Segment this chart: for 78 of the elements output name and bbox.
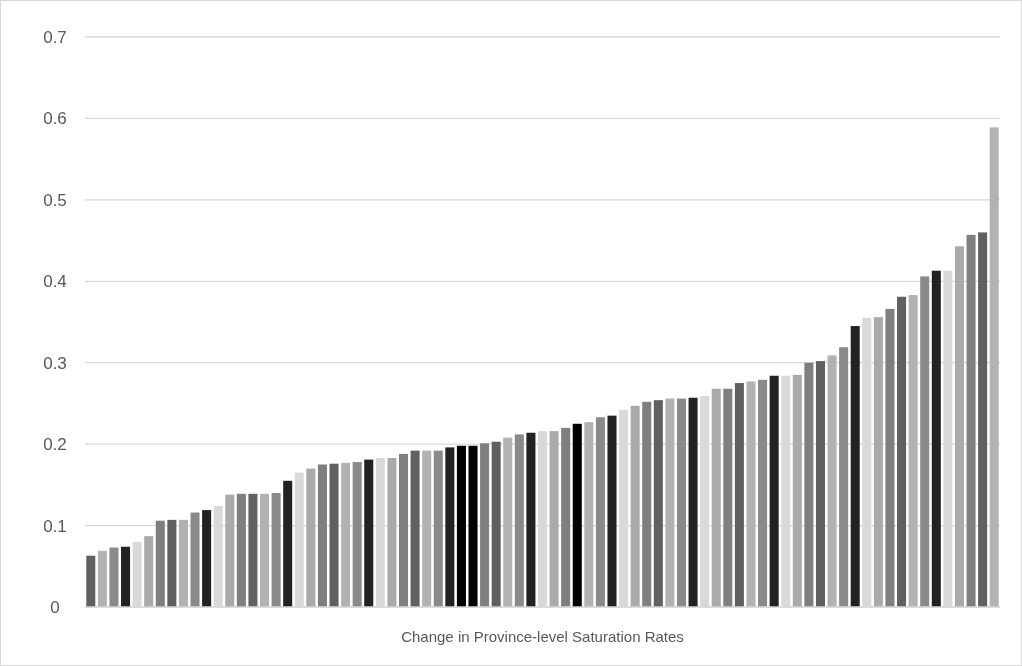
bar — [584, 422, 594, 607]
y-tick-label: 0.6 — [43, 109, 67, 129]
bar — [815, 361, 825, 607]
y-tick-label: 0.3 — [43, 353, 67, 373]
bar — [121, 546, 131, 607]
bar — [456, 445, 466, 607]
bar — [966, 234, 976, 607]
bar — [804, 362, 814, 607]
bar — [978, 232, 988, 607]
bar — [167, 519, 177, 607]
bar — [236, 493, 246, 607]
bar — [491, 441, 501, 607]
y-tick-label: 0.1 — [43, 516, 67, 536]
bar — [954, 246, 964, 607]
bar — [665, 398, 675, 607]
bar — [178, 519, 188, 607]
bar — [190, 512, 200, 607]
bar — [225, 494, 235, 607]
bar — [526, 432, 536, 607]
bar — [155, 520, 165, 607]
bar — [920, 276, 930, 607]
bar — [306, 468, 316, 607]
bar — [827, 355, 837, 607]
bar — [642, 401, 652, 607]
bar — [410, 450, 420, 607]
bar — [364, 459, 374, 607]
y-tick-label: 0.2 — [43, 435, 67, 455]
bar — [97, 550, 107, 607]
bar — [873, 317, 883, 607]
bar — [676, 398, 686, 607]
bar — [734, 383, 744, 607]
y-tick-label: 0.4 — [43, 272, 67, 292]
bar — [607, 415, 617, 607]
bar — [503, 437, 513, 607]
bar — [329, 463, 339, 607]
bar — [514, 434, 524, 607]
bar — [885, 308, 895, 607]
bar — [109, 547, 119, 607]
bar — [260, 493, 270, 607]
bar — [144, 536, 154, 607]
bar — [341, 462, 351, 607]
bar — [445, 447, 455, 607]
y-tick-label: 0 — [50, 597, 60, 617]
bar — [723, 388, 733, 607]
bar — [283, 480, 293, 607]
bar — [248, 493, 258, 607]
bar — [468, 445, 478, 607]
bar — [792, 374, 802, 607]
bar — [271, 493, 281, 607]
bar — [850, 326, 860, 607]
bar — [387, 457, 397, 607]
bar — [931, 270, 941, 607]
bar — [989, 127, 999, 607]
bar — [630, 405, 640, 607]
bar — [769, 375, 779, 607]
bar — [202, 510, 212, 607]
bar — [549, 431, 559, 607]
bar — [653, 400, 663, 607]
y-tick-label: 0.7 — [43, 27, 67, 47]
bar — [86, 555, 96, 607]
bar — [758, 379, 768, 607]
bar — [422, 450, 432, 607]
x-axis-title: Change in Province-level Saturation Rates — [401, 628, 684, 645]
bar — [399, 453, 409, 607]
bar — [908, 295, 918, 607]
bar — [352, 462, 362, 607]
bar — [746, 381, 756, 607]
bar — [433, 450, 443, 607]
y-tick-label: 0.5 — [43, 190, 67, 210]
bar — [839, 347, 849, 607]
bar — [561, 427, 571, 607]
bar — [480, 443, 490, 607]
bar — [897, 296, 907, 607]
bar — [688, 397, 698, 607]
bar — [317, 464, 327, 607]
bar — [595, 417, 605, 607]
bar — [572, 423, 582, 607]
bar — [711, 388, 721, 607]
